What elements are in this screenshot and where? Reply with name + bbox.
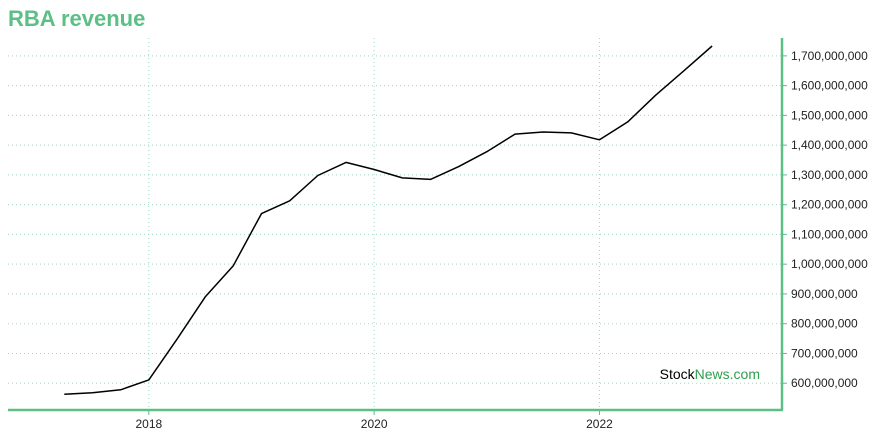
watermark-stock: Stock (660, 366, 696, 382)
y-tick-label: 900,000,000 (791, 287, 858, 301)
x-tick-label: 2018 (135, 417, 162, 431)
chart-title: RBA revenue (8, 6, 146, 31)
x-tick-label: 2020 (361, 417, 388, 431)
y-tick-label: 1,500,000,000 (791, 108, 868, 122)
y-tick-label: 1,000,000,000 (791, 257, 868, 271)
watermark-com: .com (730, 366, 760, 382)
y-tick-label: 1,600,000,000 (791, 79, 868, 93)
x-tick-label: 2022 (586, 417, 613, 431)
y-tick-label: 800,000,000 (791, 317, 858, 331)
y-tick-label: 1,100,000,000 (791, 227, 868, 241)
y-tick-label: 700,000,000 (791, 346, 858, 360)
series-group (64, 45, 713, 395)
y-tick-label: 1,200,000,000 (791, 198, 868, 212)
y-tick-label: 1,400,000,000 (791, 138, 868, 152)
y-tick-label: 1,300,000,000 (791, 168, 868, 182)
grid-lines (8, 38, 782, 410)
watermark: StockNews.com (660, 366, 760, 382)
axes (8, 38, 787, 415)
watermark-news: News (695, 366, 730, 382)
tick-labels: 600,000,000 700,000,000 800,000,000 900,000… (135, 49, 868, 431)
y-tick-label: 1,700,000,000 (791, 49, 868, 63)
series-line (64, 45, 713, 395)
y-tick-label: 600,000,000 (791, 376, 858, 390)
